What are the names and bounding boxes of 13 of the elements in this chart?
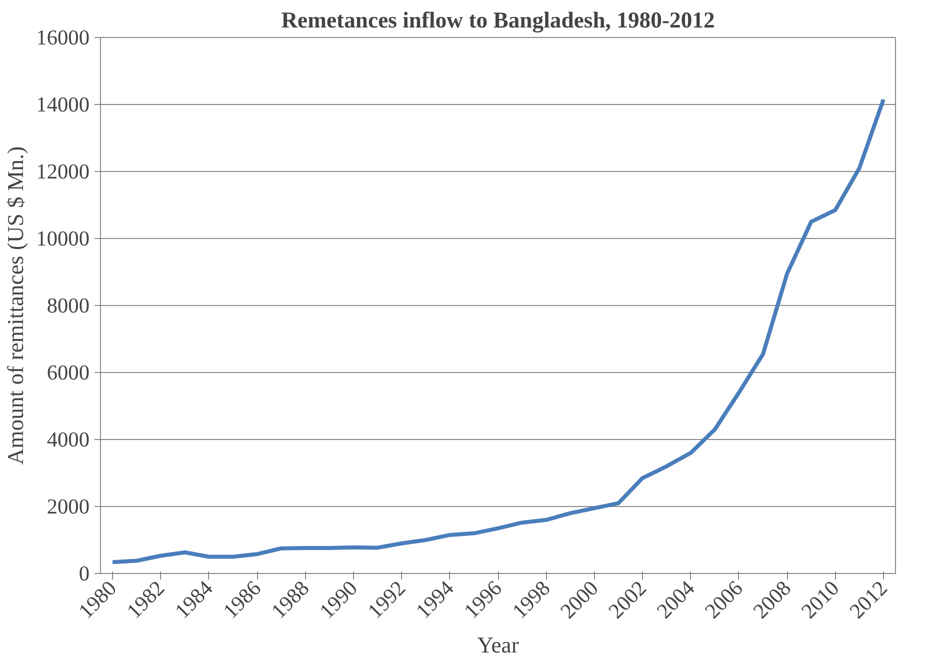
x-axis-title: Year: [477, 632, 520, 658]
y-tick-label: 4000: [46, 428, 90, 452]
chart-title: Remetances inflow to Bangladesh, 1980-2012: [281, 8, 715, 32]
y-tick-label: 2000: [46, 494, 90, 518]
y-tick-label: 0: [78, 562, 90, 586]
y-tick-label: 8000: [46, 294, 90, 318]
y-tick-label: 14000: [36, 92, 90, 116]
y-axis-title: Amount of remittances (US $ Mn.): [3, 146, 28, 465]
y-tick-label: 16000: [36, 26, 90, 50]
y-tick-label: 10000: [36, 226, 90, 250]
y-tick-label: 6000: [46, 360, 90, 384]
line-series: [110, 97, 886, 564]
y-tick-label: 12000: [36, 160, 90, 184]
